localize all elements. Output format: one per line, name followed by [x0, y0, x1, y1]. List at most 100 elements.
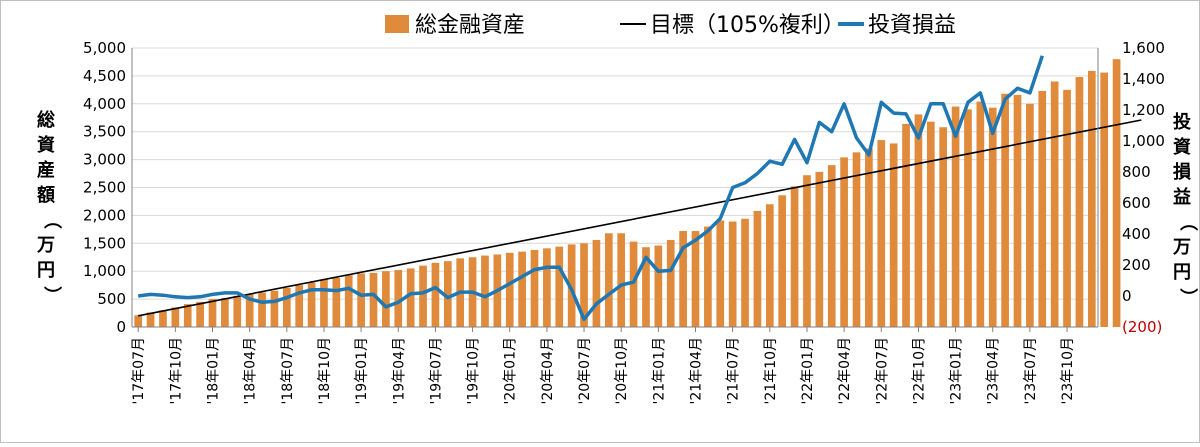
asset-bar [270, 290, 279, 327]
asset-bar [481, 255, 489, 327]
asset-bar [964, 109, 972, 327]
asset-bar [988, 107, 997, 328]
x-tick-label: '19年07月 [428, 337, 444, 404]
x-tick-label: '20年01月 [503, 337, 519, 404]
x-tick-label: '18年01月 [206, 337, 222, 404]
asset-bar [1087, 70, 1096, 328]
right-tick-label: 400 [1122, 225, 1151, 243]
right-axis-title-char: 損 [1173, 161, 1192, 183]
legend: 総金融資産 目標（105%複利） 投資損益 [385, 13, 956, 38]
right-tick-label: 1,400 [1122, 70, 1165, 88]
x-tick-label: '22年10月 [911, 337, 927, 404]
asset-bar [951, 106, 960, 327]
legend-swatch-bar [385, 15, 409, 33]
right-axis-title-char: 円 [1173, 262, 1191, 283]
x-tick-label: '17年07月 [131, 337, 147, 404]
left-axis-title-char: 産 [37, 159, 55, 181]
legend-label: 投資損益 [868, 13, 956, 38]
asset-bar [530, 249, 539, 327]
left-tick-label: 0 [116, 318, 126, 336]
asset-bar [555, 246, 564, 327]
asset-bar [183, 304, 192, 327]
asset-bar [704, 226, 712, 327]
asset-bar [1001, 93, 1009, 327]
left-axis-title-char: 資 [37, 135, 55, 156]
x-tick-label: '20年10月 [614, 337, 630, 404]
right-axis-title-char: 資 [1173, 137, 1191, 158]
asset-bar [567, 244, 576, 327]
asset-bar [815, 171, 824, 327]
legend-label: 目標（105%複利） [650, 13, 845, 38]
asset-bar [592, 239, 601, 327]
right-axis-title-char: （ [1177, 213, 1198, 231]
left-axis-title-char: （ [41, 211, 62, 229]
right-tick-label: 800 [1122, 163, 1151, 181]
asset-bar [790, 186, 799, 327]
x-tick-label: '23年10月 [1060, 337, 1076, 404]
asset-bar [282, 287, 291, 327]
asset-bar [617, 233, 626, 327]
asset-bar [1075, 77, 1084, 328]
x-tick-label: '22年07月 [874, 337, 890, 404]
asset-bar [320, 279, 328, 327]
asset-bar [307, 282, 316, 327]
asset-bar [245, 294, 254, 327]
asset-bar [654, 245, 663, 327]
asset-bar [159, 310, 167, 327]
asset-bar [1100, 72, 1109, 327]
target-line [138, 119, 1142, 317]
asset-bar [765, 204, 774, 327]
asset-bar [406, 268, 415, 327]
right-tick-label: (200) [1122, 318, 1162, 336]
left-tick-label: 1,500 [83, 234, 126, 252]
right-tick-label: 200 [1122, 256, 1151, 274]
left-axis-title-char: ） [41, 286, 62, 304]
asset-bar [208, 299, 217, 327]
pl-line [137, 55, 1044, 322]
asset-bar [344, 275, 353, 327]
asset-bar [778, 195, 787, 327]
asset-bar [543, 248, 551, 327]
right-tick-label: 1,600 [1122, 39, 1165, 57]
left-tick-label: 4,000 [83, 95, 126, 113]
left-tick-label: 2,500 [83, 179, 126, 197]
asset-bar [939, 127, 948, 328]
left-tick-label: 3,500 [83, 123, 126, 141]
left-tick-label: 500 [97, 290, 126, 308]
right-tick-label: 0 [1122, 287, 1132, 305]
asset-bar [1026, 103, 1034, 327]
x-tick-label: '18年10月 [317, 337, 333, 404]
asset-bar [679, 231, 687, 327]
asset-bar [258, 292, 266, 327]
asset-bar [443, 261, 452, 327]
asset-bar [134, 315, 143, 327]
asset-bar [1063, 89, 1071, 327]
asset-bar [233, 295, 242, 327]
asset-bar [295, 285, 304, 327]
left-tick-label: 4,500 [83, 67, 126, 85]
right-axis-title-char: 投 [1173, 111, 1191, 133]
x-tick-label: '18年07月 [280, 337, 296, 404]
left-axis-title-char: 額 [36, 184, 55, 206]
asset-bar [840, 157, 848, 327]
asset-bar [419, 265, 427, 327]
x-tick-label: '21年01月 [651, 337, 667, 404]
x-tick-label: '18年04月 [243, 337, 259, 404]
left-axis-title-char: 万 [36, 235, 55, 256]
left-axis-title-char: 総 [37, 109, 55, 131]
asset-bar [753, 210, 762, 327]
asset-bar [382, 271, 390, 327]
asset-bar [171, 307, 180, 327]
asset-bar [889, 143, 898, 327]
asset-bar [1038, 90, 1047, 327]
asset-bar [1050, 81, 1059, 327]
x-axis-ticks: '17年07月 '17年10月 '18年01月 '18年04月 '18年07月 '18年1… [131, 327, 1076, 404]
x-tick-label: '23年04月 [986, 337, 1002, 404]
axes [131, 48, 1099, 328]
asset-bar [1112, 59, 1121, 327]
x-tick-label: '20年07月 [577, 337, 593, 404]
asset-bar [332, 277, 341, 327]
